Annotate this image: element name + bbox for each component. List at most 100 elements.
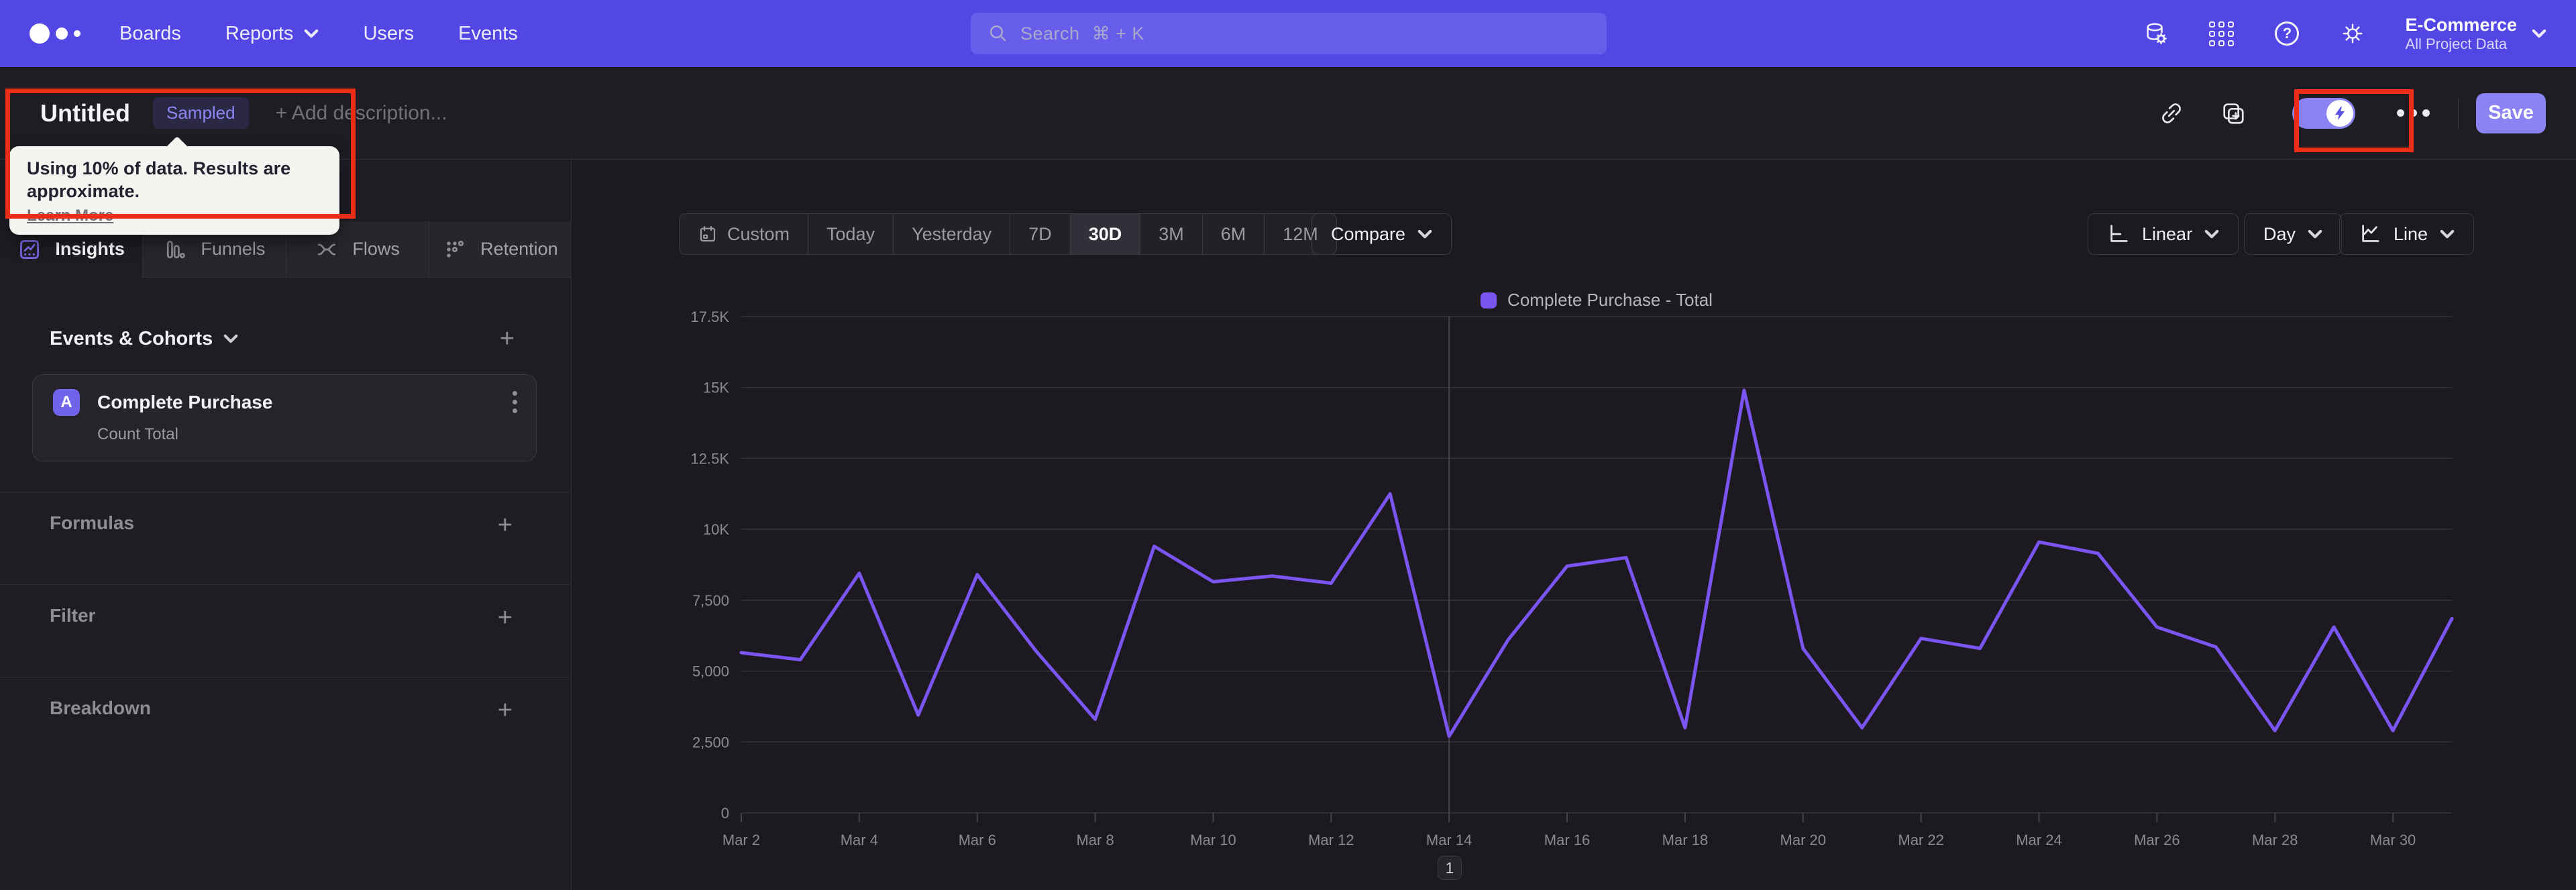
chart-legend: Complete Purchase - Total [741, 290, 2452, 311]
y-axis-label: 0 [721, 805, 729, 822]
chart-controls: Custom Today Yesterday 7D 30D 3M 6M 12M Compare… [572, 213, 2576, 255]
lightning-icon [2335, 106, 2345, 120]
y-axis-label: 17.5K [691, 309, 730, 325]
data-management-icon[interactable] [2142, 20, 2169, 47]
x-axis-label: Mar 8 [1076, 832, 1114, 848]
x-axis-label: Mar 20 [1780, 832, 1826, 848]
range-30d[interactable]: 30D [1069, 214, 1140, 254]
tab-label: Funnels [201, 239, 266, 259]
tab-insights[interactable]: Insights [0, 221, 142, 278]
nav-link-boards[interactable]: Boards [119, 23, 181, 45]
compare-dropdown[interactable]: Compare [1311, 213, 1452, 255]
linear-axis-icon [2110, 225, 2128, 242]
help-icon[interactable]: ? [2273, 20, 2300, 47]
legend-item[interactable]: Complete Purchase - Total [1481, 290, 1713, 311]
y-axis-label: 15K [703, 380, 729, 396]
range-today[interactable]: Today [808, 214, 893, 254]
x-axis-label: Mar 6 [959, 832, 996, 848]
save-button[interactable]: Save [2476, 93, 2546, 133]
chevron-down-icon [2308, 229, 2322, 239]
sampled-badge[interactable]: Sampled [152, 97, 249, 129]
x-axis-label: Mar 14 [1426, 832, 1472, 848]
range-3m[interactable]: 3M [1140, 214, 1202, 254]
event-metric[interactable]: Count Total [97, 425, 178, 443]
scale-dropdown[interactable]: Linear [2088, 213, 2239, 255]
range-label: Yesterday [912, 223, 992, 244]
line-chart-icon [2362, 225, 2379, 242]
x-axis-label: Mar 4 [841, 832, 878, 848]
nav-links: Boards Reports Users Events [119, 23, 518, 45]
range-yesterday[interactable]: Yesterday [893, 214, 1010, 254]
add-formulas-button[interactable]: + [497, 511, 513, 539]
report-toolbar: Untitled Sampled + Add description... Sa… [0, 67, 2576, 160]
chevron-down-icon [305, 29, 319, 38]
event-options-icon[interactable] [510, 388, 520, 416]
nav-link-events[interactable]: Events [458, 23, 518, 45]
nav-link-label: Users [363, 22, 415, 44]
compare-label: Compare [1331, 223, 1406, 244]
tooltip-text: Using 10% of data. Results are approxima… [27, 158, 291, 201]
event-name[interactable]: Complete Purchase [97, 391, 273, 412]
project-selector[interactable]: E-Commerce All Project Data [2405, 14, 2546, 53]
x-axis-label: Mar 26 [2134, 832, 2180, 848]
search-shortcut: ⌘ + K [1091, 23, 1144, 44]
x-axis-label: Mar 10 [1190, 832, 1236, 848]
x-axis-label: Mar 28 [2252, 832, 2298, 848]
learn-more-link[interactable]: Learn More [27, 207, 114, 225]
x-axis-label: Mar 22 [1898, 832, 1943, 848]
project-name: E-Commerce [2405, 15, 2517, 35]
sampling-toggle[interactable] [2292, 97, 2355, 129]
section-formulas: Formulas + [0, 492, 572, 572]
nav-link-users[interactable]: Users [363, 23, 414, 45]
report-title[interactable]: Untitled [40, 99, 130, 127]
x-axis-label: Mar 16 [1544, 832, 1590, 848]
nav-link-reports[interactable]: Reports [225, 23, 319, 45]
logo-dot [74, 30, 80, 37]
range-12m[interactable]: 12M [1264, 214, 1336, 254]
section-filter: Filter + [0, 584, 572, 665]
toggle-knob [2326, 99, 2353, 127]
pagination-badge[interactable]: 1 [1438, 856, 1462, 880]
data-line-complete-purchase[interactable] [739, 388, 2454, 738]
sampling-tooltip: Using 10% of data. Results are approxima… [9, 136, 339, 235]
settings-gear-icon[interactable] [2339, 20, 2366, 47]
x-axis-label: Mar 18 [1662, 832, 1708, 848]
tab-label: Retention [480, 239, 558, 259]
add-breakdown-button[interactable]: + [497, 696, 513, 724]
range-label: 12M [1283, 223, 1318, 244]
copy-link-icon[interactable] [2157, 99, 2186, 128]
events-cohorts-title[interactable]: Events & Cohorts [50, 328, 238, 350]
nav-link-label: Boards [119, 22, 181, 44]
date-range-control: Custom Today Yesterday 7D 30D 3M 6M 12M [679, 213, 1337, 255]
nav-link-label: Events [458, 22, 518, 44]
x-axis-label: Mar 24 [2016, 832, 2061, 848]
toolbar-divider [2458, 97, 2459, 129]
interval-dropdown[interactable]: Day [2244, 213, 2343, 255]
range-label: Today [826, 223, 875, 244]
chart-type-dropdown[interactable]: Line [2339, 213, 2475, 255]
mixpanel-logo[interactable] [30, 23, 80, 44]
range-label: 7D [1028, 223, 1052, 244]
range-7d[interactable]: 7D [1010, 214, 1070, 254]
event-letter-badge: A [53, 388, 80, 416]
tab-retention[interactable]: Retention [428, 221, 572, 278]
chart-type-label: Line [2394, 223, 2428, 244]
more-options-icon[interactable] [2397, 109, 2430, 117]
add-filter-button[interactable]: + [497, 604, 513, 632]
line-chart[interactable]: 17.5K 15K 12.5K 10K 7,500 5,000 2,500 0 Mar 2 Mar… [572, 295, 2576, 885]
search-input[interactable]: Search ⌘ + K [971, 13, 1607, 54]
range-label: Custom [727, 223, 790, 244]
event-card[interactable]: A Complete Purchase Count Total [32, 374, 537, 461]
chevron-down-icon [2204, 229, 2219, 239]
section-label: Filter [50, 605, 96, 626]
apps-grid-icon[interactable] [2208, 20, 2235, 47]
add-event-button[interactable]: + [499, 325, 515, 353]
events-cohorts-header: Events & Cohorts + [50, 326, 515, 351]
add-description[interactable]: + Add description... [275, 101, 447, 124]
range-label: 6M [1220, 223, 1246, 244]
duplicate-icon[interactable] [2218, 99, 2248, 128]
y-axis-label: 7,500 [692, 592, 729, 609]
range-6m[interactable]: 6M [1201, 214, 1265, 254]
range-custom[interactable]: Custom [680, 214, 808, 254]
tab-flows[interactable]: Flows [285, 221, 429, 278]
